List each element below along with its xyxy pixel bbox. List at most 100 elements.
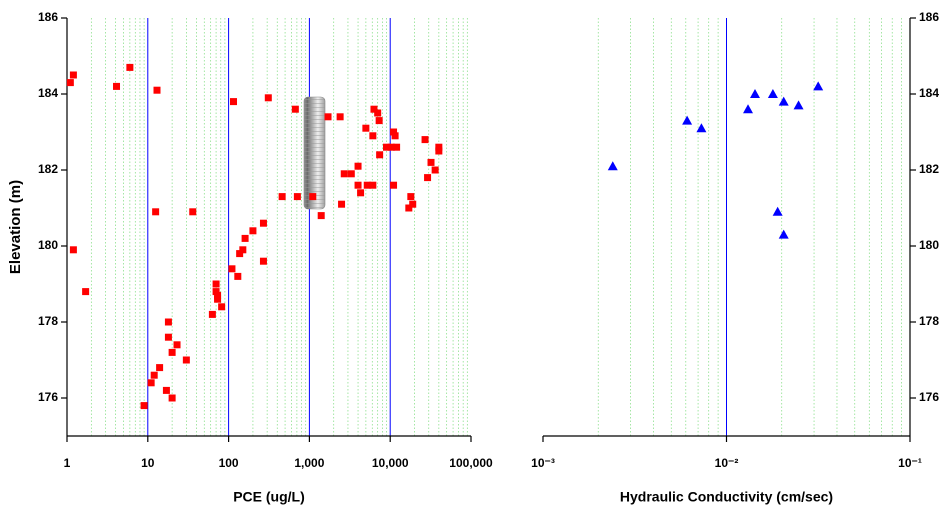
point bbox=[374, 109, 382, 117]
point bbox=[336, 113, 344, 121]
point bbox=[778, 96, 789, 106]
point bbox=[164, 318, 172, 326]
point bbox=[69, 71, 77, 79]
point bbox=[370, 105, 378, 113]
point bbox=[375, 117, 383, 125]
y-tick-label: 176 bbox=[38, 390, 58, 404]
x-tick-label: 10⁻² bbox=[715, 456, 739, 470]
x-axis-label: PCE (ug/L) bbox=[233, 489, 305, 505]
point bbox=[767, 89, 778, 98]
y-tick-label: 180 bbox=[919, 238, 939, 252]
point bbox=[347, 170, 355, 178]
point bbox=[393, 143, 401, 151]
point bbox=[212, 288, 220, 296]
point bbox=[309, 193, 317, 201]
point bbox=[164, 333, 172, 341]
point bbox=[162, 386, 170, 394]
point bbox=[168, 348, 176, 356]
point bbox=[696, 123, 707, 133]
point bbox=[421, 136, 429, 144]
point bbox=[218, 303, 226, 311]
point bbox=[291, 105, 299, 113]
point bbox=[376, 151, 384, 159]
point bbox=[208, 310, 216, 318]
point bbox=[212, 280, 220, 288]
point bbox=[431, 166, 439, 174]
x-axis-label: Hydraulic Conductivity (cm/sec) bbox=[620, 489, 833, 505]
point bbox=[317, 212, 325, 220]
x-tick-label: 10 bbox=[141, 456, 155, 470]
point bbox=[407, 193, 415, 201]
point bbox=[607, 161, 618, 171]
point bbox=[293, 193, 301, 201]
point bbox=[743, 104, 754, 114]
point bbox=[69, 246, 77, 254]
point bbox=[126, 63, 134, 71]
point bbox=[357, 189, 365, 197]
point bbox=[369, 132, 377, 140]
point bbox=[750, 89, 761, 98]
x-tick-label: 1 bbox=[64, 456, 71, 470]
point bbox=[259, 219, 267, 227]
y-axis-label: Elevation (m) bbox=[7, 180, 24, 274]
point bbox=[772, 206, 783, 216]
well-screen bbox=[303, 96, 326, 210]
point bbox=[239, 246, 247, 254]
point bbox=[424, 174, 432, 182]
point bbox=[369, 181, 377, 189]
point bbox=[259, 257, 267, 265]
point bbox=[214, 295, 222, 303]
point bbox=[147, 379, 155, 387]
point bbox=[182, 356, 190, 364]
point bbox=[340, 170, 348, 178]
x-tick-label: 10⁻³ bbox=[531, 456, 555, 470]
point bbox=[391, 132, 399, 140]
point bbox=[264, 94, 272, 102]
y-tick-label: 186 bbox=[38, 10, 58, 24]
y-tick-label: 178 bbox=[919, 314, 939, 328]
point bbox=[234, 272, 242, 280]
point bbox=[156, 364, 164, 372]
point bbox=[409, 200, 417, 208]
point bbox=[153, 86, 161, 94]
point bbox=[66, 79, 74, 87]
point bbox=[324, 113, 332, 121]
point bbox=[793, 100, 804, 110]
point bbox=[390, 128, 398, 136]
point bbox=[278, 193, 286, 201]
point bbox=[387, 143, 395, 151]
point bbox=[173, 341, 181, 349]
point bbox=[778, 229, 789, 239]
x-tick-label: 10,000 bbox=[372, 456, 409, 470]
y-tick-label: 176 bbox=[919, 390, 939, 404]
point bbox=[354, 181, 362, 189]
point bbox=[236, 250, 244, 258]
y-tick-label: 182 bbox=[38, 162, 58, 176]
point bbox=[435, 147, 443, 155]
point bbox=[435, 143, 443, 151]
point bbox=[189, 208, 197, 216]
point bbox=[113, 82, 121, 90]
point bbox=[140, 402, 148, 410]
y-tick-label: 186 bbox=[919, 10, 939, 24]
y-tick-label: 182 bbox=[919, 162, 939, 176]
point bbox=[383, 143, 391, 151]
point bbox=[354, 162, 362, 170]
x-tick-label: 1,000 bbox=[294, 456, 324, 470]
point bbox=[249, 227, 257, 235]
point bbox=[338, 200, 346, 208]
point bbox=[427, 158, 435, 166]
point bbox=[150, 371, 158, 379]
x-tick-label: 10⁻¹ bbox=[898, 456, 922, 470]
point bbox=[813, 81, 824, 91]
point bbox=[214, 291, 222, 299]
point bbox=[168, 394, 176, 402]
point bbox=[390, 181, 398, 189]
y-tick-label: 184 bbox=[38, 86, 58, 100]
point bbox=[682, 115, 693, 125]
point bbox=[228, 265, 236, 273]
point bbox=[152, 208, 160, 216]
point bbox=[241, 234, 249, 242]
point bbox=[363, 181, 371, 189]
